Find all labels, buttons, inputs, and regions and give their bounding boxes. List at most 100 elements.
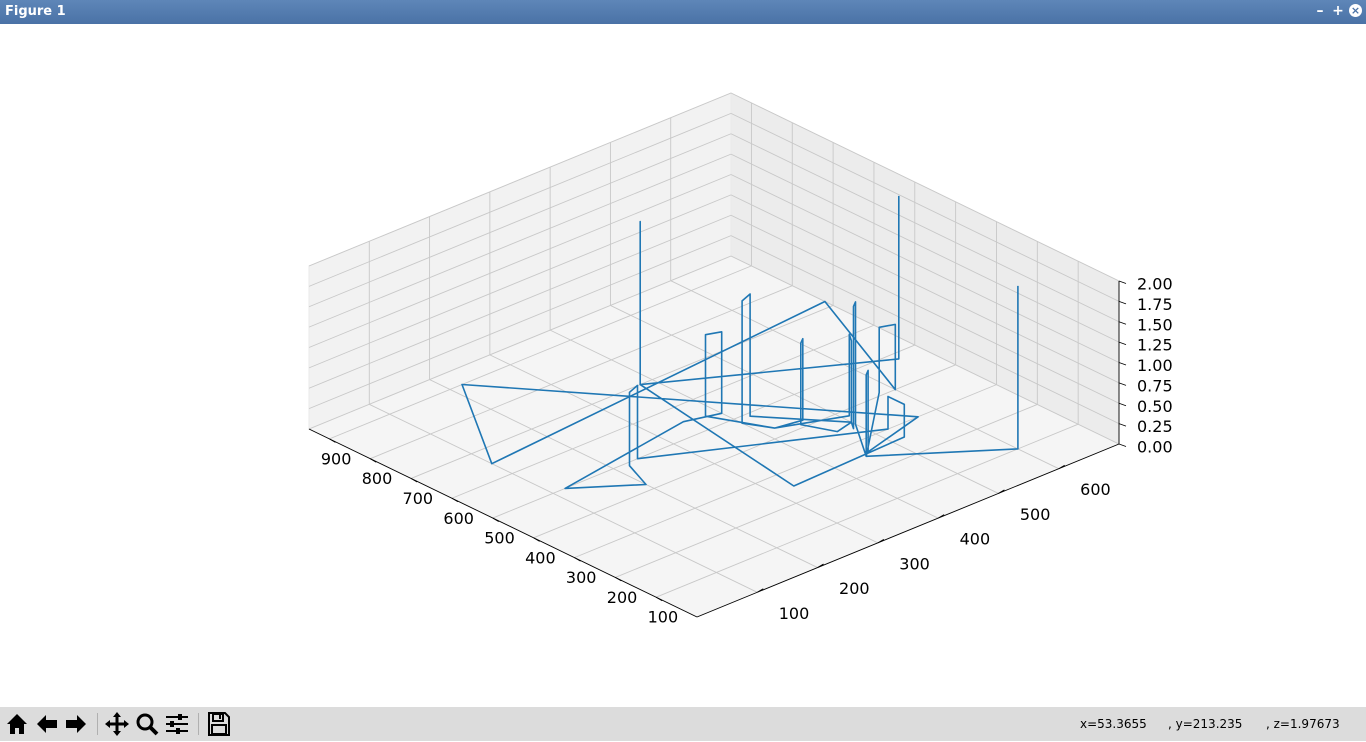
- z-tick: [1118, 300, 1127, 305]
- x-tick: [410, 478, 418, 483]
- home-button[interactable]: [4, 710, 30, 738]
- z-gridline: [308, 92, 732, 267]
- y-tick-label: 200: [839, 579, 870, 598]
- chart-3d[interactable]: 100 200 300 400 500 600 700 800 900 100 200 300 400 5…: [0, 24, 1366, 707]
- z-tick-label: 0.50: [1137, 397, 1173, 416]
- y-tick: [1058, 464, 1065, 470]
- home-icon: [7, 714, 27, 734]
- z-tick: [1118, 362, 1127, 366]
- y-axis-line: [696, 443, 1120, 618]
- x-tick-label: 300: [566, 568, 597, 587]
- z-gridline: [308, 235, 732, 410]
- z-tick: [1118, 341, 1127, 346]
- zoom-button[interactable]: [134, 710, 160, 738]
- coord-z-readout: , z=1.97673: [1266, 717, 1340, 731]
- arrow-left-icon: [37, 715, 57, 733]
- z-tick: [1118, 321, 1127, 325]
- plot-canvas[interactable]: 100 200 300 400 500 600 700 800 900 100 200 300 400 5…: [0, 24, 1366, 707]
- z-tick-label: 1.00: [1137, 356, 1173, 375]
- x-tick: [370, 458, 377, 463]
- z-tick-label: 0.25: [1137, 417, 1173, 436]
- x-gridline: [329, 265, 752, 440]
- y-gridline: [429, 379, 818, 568]
- y-tick-label: 400: [960, 530, 991, 549]
- close-button[interactable]: ×: [1348, 3, 1364, 19]
- configure-subplots-button[interactable]: [164, 710, 190, 738]
- z-tick-label: 1.25: [1137, 336, 1173, 355]
- series-line: [461, 195, 1019, 490]
- back-button[interactable]: [34, 710, 60, 738]
- z-gridline: [730, 153, 1120, 343]
- z-gridline: [730, 194, 1120, 384]
- z-tick-label: 2.00: [1137, 275, 1173, 294]
- minimize-button[interactable]: –: [1316, 3, 1324, 19]
- floppy-disk-icon: [208, 712, 230, 736]
- z-tick-label: 1.75: [1137, 295, 1173, 314]
- x-tick-label: 400: [525, 548, 556, 567]
- y-tick-label: 600: [1080, 480, 1111, 499]
- z-tick: [1118, 402, 1127, 407]
- save-button[interactable]: [206, 710, 232, 738]
- maximize-button[interactable]: +: [1332, 3, 1344, 19]
- x-tick: [615, 577, 622, 582]
- x-tick-label: 800: [362, 469, 393, 488]
- y-tick-label: 100: [779, 604, 810, 623]
- y-gridline: [489, 354, 879, 544]
- x-tick: [574, 557, 581, 562]
- pan-button[interactable]: [104, 710, 130, 738]
- z-gridline: [308, 112, 732, 287]
- x-gridline: [492, 344, 915, 519]
- toolbar-separator: [97, 713, 98, 735]
- move-icon: [105, 712, 129, 736]
- z-gridline: [730, 214, 1120, 404]
- z-tick: [1118, 280, 1127, 284]
- x-gridline: [451, 324, 875, 499]
- sliders-icon: [166, 714, 188, 734]
- coord-x-readout: x=53.3655: [1080, 717, 1147, 731]
- x-gridline: [410, 305, 834, 479]
- x-gridline: [655, 423, 1079, 598]
- y-gridline: [610, 305, 999, 494]
- z-gridline: [308, 174, 732, 348]
- z-tick: [1118, 443, 1127, 447]
- window-title: Figure 1: [5, 4, 66, 19]
- z-tick-label: 0.00: [1137, 438, 1173, 457]
- z-gridline: [308, 255, 732, 430]
- y-tick-label: 300: [899, 554, 930, 573]
- y-tick: [937, 514, 945, 519]
- navigation-toolbar: x=53.3655 , y=213.235 , z=1.97673: [0, 707, 1366, 741]
- window-titlebar: Figure 1 – + ×: [0, 0, 1366, 24]
- y-tick: [877, 538, 885, 544]
- z-gridline: [308, 194, 732, 369]
- x-gridline: [370, 285, 793, 460]
- z-gridline: [730, 133, 1120, 323]
- x-tick: [492, 517, 500, 522]
- z-tick-label: 0.75: [1137, 376, 1173, 395]
- z-gridline: [730, 174, 1120, 363]
- magnifier-icon: [136, 713, 159, 736]
- coord-y-readout: , y=213.235: [1168, 717, 1243, 731]
- x-tick-label: 200: [607, 588, 638, 607]
- x-tick-label: 600: [443, 509, 474, 528]
- z-tick: [1118, 423, 1127, 427]
- x-gridline: [533, 364, 956, 539]
- forward-button[interactable]: [63, 710, 89, 738]
- y-tick: [817, 563, 824, 568]
- x-tick-label: 700: [403, 489, 434, 508]
- z-gridline: [730, 235, 1120, 425]
- x-gridline: [574, 384, 997, 559]
- z-tick-label: 1.50: [1137, 315, 1173, 334]
- x-tick: [533, 537, 540, 542]
- x-gridline: [615, 404, 1038, 578]
- y-tick-label: 500: [1020, 505, 1051, 524]
- arrow-right-icon: [66, 715, 86, 733]
- z-gridline: [730, 255, 1120, 445]
- z-gridline: [730, 92, 1120, 282]
- y-gridline: [369, 403, 758, 593]
- x-tick-label: 900: [321, 449, 352, 468]
- z-gridline: [308, 133, 732, 308]
- z-gridline: [308, 153, 732, 328]
- z-gridline: [730, 112, 1120, 302]
- y-tick: [757, 588, 764, 593]
- x-tick: [329, 438, 336, 443]
